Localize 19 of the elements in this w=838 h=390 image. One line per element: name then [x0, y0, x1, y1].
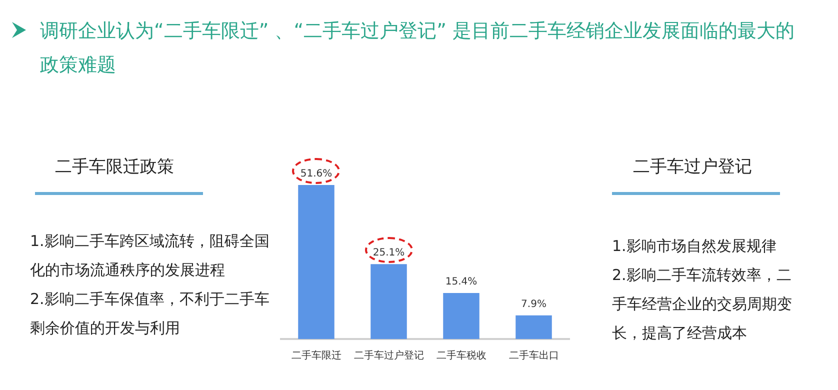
bar	[370, 264, 407, 339]
text: 1.影响二手车跨区域流转，阻碍全国化的市场流通秩序的发展进程	[30, 231, 270, 281]
data-label: 25.1%	[372, 248, 405, 259]
x-tick-label: 二手车限迁	[291, 350, 342, 362]
data-label: 51.6%	[300, 168, 332, 180]
bar	[516, 315, 552, 339]
x-tick-label: 二手车出口	[508, 350, 559, 362]
text: 2.影响二手车保值率，不利于二手车剩余价值的开发与利用	[30, 289, 270, 339]
text: 2.影响二手车流转效率，二手车经营企业的交易周期变长，提高了经营成本	[612, 265, 793, 344]
x-tick-label: 二手车过户登记	[354, 350, 424, 362]
bar	[443, 293, 480, 339]
x-tick-label: 二手车税收	[436, 350, 486, 362]
text: 1.影响市场自然发展规律	[612, 236, 778, 257]
data-label: 15.4%	[445, 276, 478, 288]
chart-title: 调研企业认为“二手车限迁” 、“二手车过户登记” 是目前二手车经销企业发展面临的最大的政策难题	[40, 19, 796, 78]
bar	[298, 185, 334, 339]
text: 二手车限迁政策	[55, 156, 174, 178]
text: 二手车过户登记	[633, 156, 752, 178]
data-label: 7.9%	[521, 299, 546, 310]
